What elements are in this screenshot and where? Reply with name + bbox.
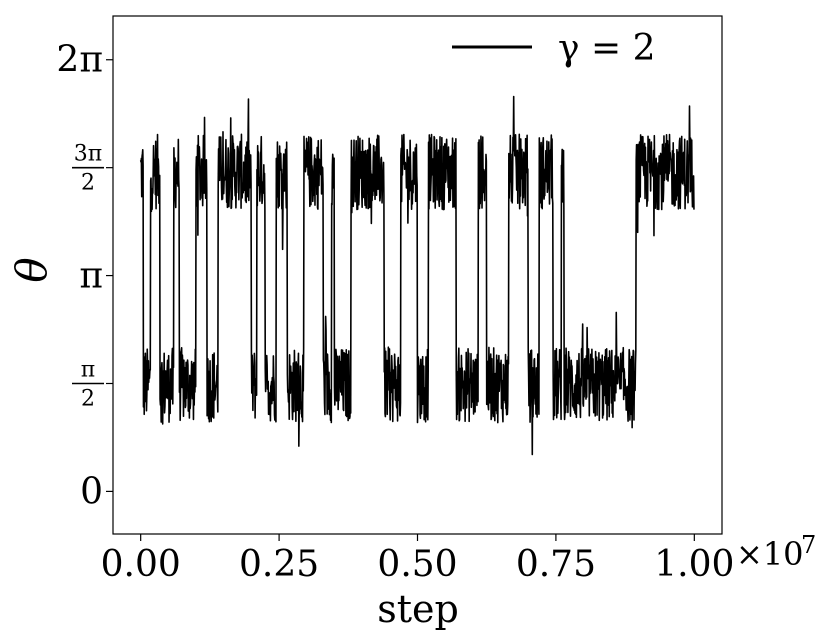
series-line xyxy=(139,95,695,456)
y-tick-label-numerator: 3π xyxy=(74,142,102,167)
x-tick-label: 0.75 xyxy=(516,544,596,585)
x-tick-label: 0.25 xyxy=(239,544,319,585)
legend: γ = 2 xyxy=(452,28,655,69)
x-tick-label: 0.50 xyxy=(377,544,457,585)
y-tick-label-numerator: π xyxy=(81,357,95,382)
x-axis-multiplier-exponent: 7 xyxy=(801,531,816,559)
x-tick-label: 0.00 xyxy=(101,544,181,585)
x-axis-multiplier: ×10 xyxy=(736,535,804,573)
series-group xyxy=(139,95,695,456)
y-tick-label-denominator: 2 xyxy=(81,171,95,196)
legend-label: γ = 2 xyxy=(558,28,655,69)
x-tick-label: 1.00 xyxy=(654,544,734,585)
y-tick-label: 2π xyxy=(56,40,103,81)
x-axis-label: step xyxy=(377,587,459,631)
y-tick-label: π xyxy=(79,256,103,297)
y-tick-label-denominator: 2 xyxy=(81,386,95,411)
y-tick-label: 0 xyxy=(80,471,103,512)
y-axis-label: θ xyxy=(7,257,56,282)
